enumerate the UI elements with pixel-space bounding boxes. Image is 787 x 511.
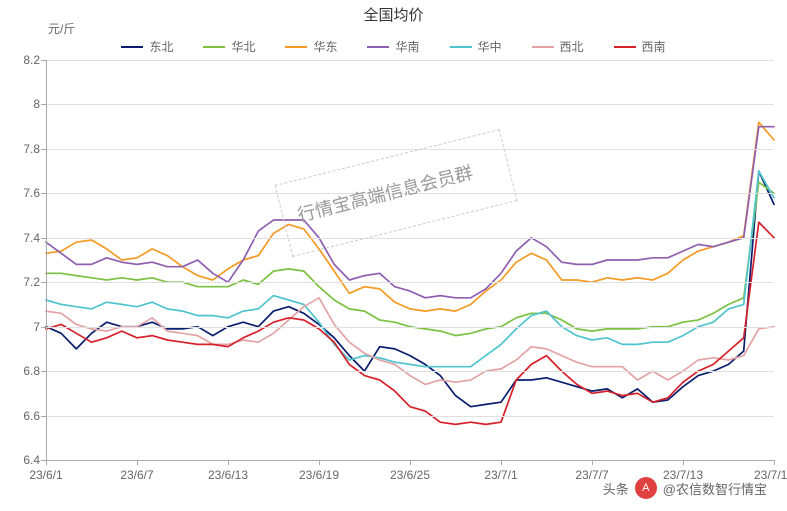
legend-swatch bbox=[450, 46, 472, 48]
footer-avatar: A bbox=[635, 477, 657, 499]
legend-item[interactable]: 华北 bbox=[203, 38, 255, 55]
legend-item[interactable]: 西南 bbox=[614, 38, 666, 55]
legend-swatch bbox=[203, 46, 225, 48]
x-tick bbox=[501, 460, 502, 465]
x-tick bbox=[228, 460, 229, 465]
y-axis-unit: 元/斤 bbox=[48, 20, 75, 37]
x-tick-label: 23/7/13 bbox=[663, 468, 703, 482]
x-tick-label: 23/6/13 bbox=[208, 468, 248, 482]
gridline bbox=[46, 327, 774, 328]
legend: 东北 华北 华东 华南 华中 西北 西南 bbox=[0, 38, 787, 55]
gridline bbox=[46, 416, 774, 417]
legend-item[interactable]: 华南 bbox=[367, 38, 419, 55]
x-tick-label: 23/7/7 bbox=[575, 468, 608, 482]
x-tick bbox=[137, 460, 138, 465]
legend-label: 华中 bbox=[478, 38, 502, 55]
legend-label: 西南 bbox=[642, 38, 666, 55]
plot-area bbox=[46, 60, 774, 460]
gridline bbox=[46, 193, 774, 194]
legend-swatch bbox=[614, 46, 636, 48]
legend-swatch bbox=[367, 46, 389, 48]
legend-label: 华南 bbox=[395, 38, 419, 55]
gridline bbox=[46, 238, 774, 239]
legend-item[interactable]: 华中 bbox=[450, 38, 502, 55]
gridline bbox=[46, 282, 774, 283]
gridline bbox=[46, 371, 774, 372]
legend-label: 华东 bbox=[313, 38, 337, 55]
x-tick bbox=[410, 460, 411, 465]
x-tick-label: 23/6/19 bbox=[299, 468, 339, 482]
legend-label: 西北 bbox=[560, 38, 584, 55]
legend-swatch bbox=[285, 46, 307, 48]
legend-swatch bbox=[532, 46, 554, 48]
gridline bbox=[46, 104, 774, 105]
y-tick-label: 7.2 bbox=[4, 275, 40, 289]
y-tick-label: 8.2 bbox=[4, 53, 40, 67]
x-tick bbox=[319, 460, 320, 465]
chart-container: 全国均价 元/斤 东北华北华东华南华中西北西南 行情宝高端信息会员群 头条 A … bbox=[0, 0, 787, 511]
legend-item[interactable]: 东北 bbox=[121, 38, 173, 55]
x-tick-label: 23/7/1 bbox=[484, 468, 517, 482]
legend-item[interactable]: 西北 bbox=[532, 38, 584, 55]
legend-item[interactable]: 华东 bbox=[285, 38, 337, 55]
x-tick-label: 23/6/7 bbox=[120, 468, 153, 482]
x-tick bbox=[592, 460, 593, 465]
legend-swatch bbox=[121, 46, 143, 48]
y-axis bbox=[46, 60, 47, 460]
legend-label: 华北 bbox=[231, 38, 255, 55]
x-tick-label: 23/6/25 bbox=[390, 468, 430, 482]
legend-label: 东北 bbox=[149, 38, 173, 55]
x-tick-label: 23/7/19 bbox=[754, 468, 787, 482]
series-line[interactable] bbox=[46, 127, 774, 298]
y-tick-label: 7 bbox=[4, 320, 40, 334]
y-tick-label: 6.8 bbox=[4, 364, 40, 378]
x-tick-label: 23/6/1 bbox=[29, 468, 62, 482]
x-tick bbox=[683, 460, 684, 465]
gridline bbox=[46, 60, 774, 61]
series-line[interactable] bbox=[46, 171, 774, 367]
y-tick-label: 7.8 bbox=[4, 142, 40, 156]
line-series-svg bbox=[46, 60, 774, 460]
chart-title: 全国均价 bbox=[0, 4, 787, 25]
y-tick-label: 7.4 bbox=[4, 231, 40, 245]
y-tick-label: 8 bbox=[4, 97, 40, 111]
y-tick-label: 7.6 bbox=[4, 186, 40, 200]
y-tick-label: 6.4 bbox=[4, 453, 40, 467]
y-tick-label: 6.6 bbox=[4, 409, 40, 423]
x-tick bbox=[774, 460, 775, 465]
x-tick bbox=[46, 460, 47, 465]
series-line[interactable] bbox=[46, 182, 774, 335]
gridline bbox=[46, 149, 774, 150]
